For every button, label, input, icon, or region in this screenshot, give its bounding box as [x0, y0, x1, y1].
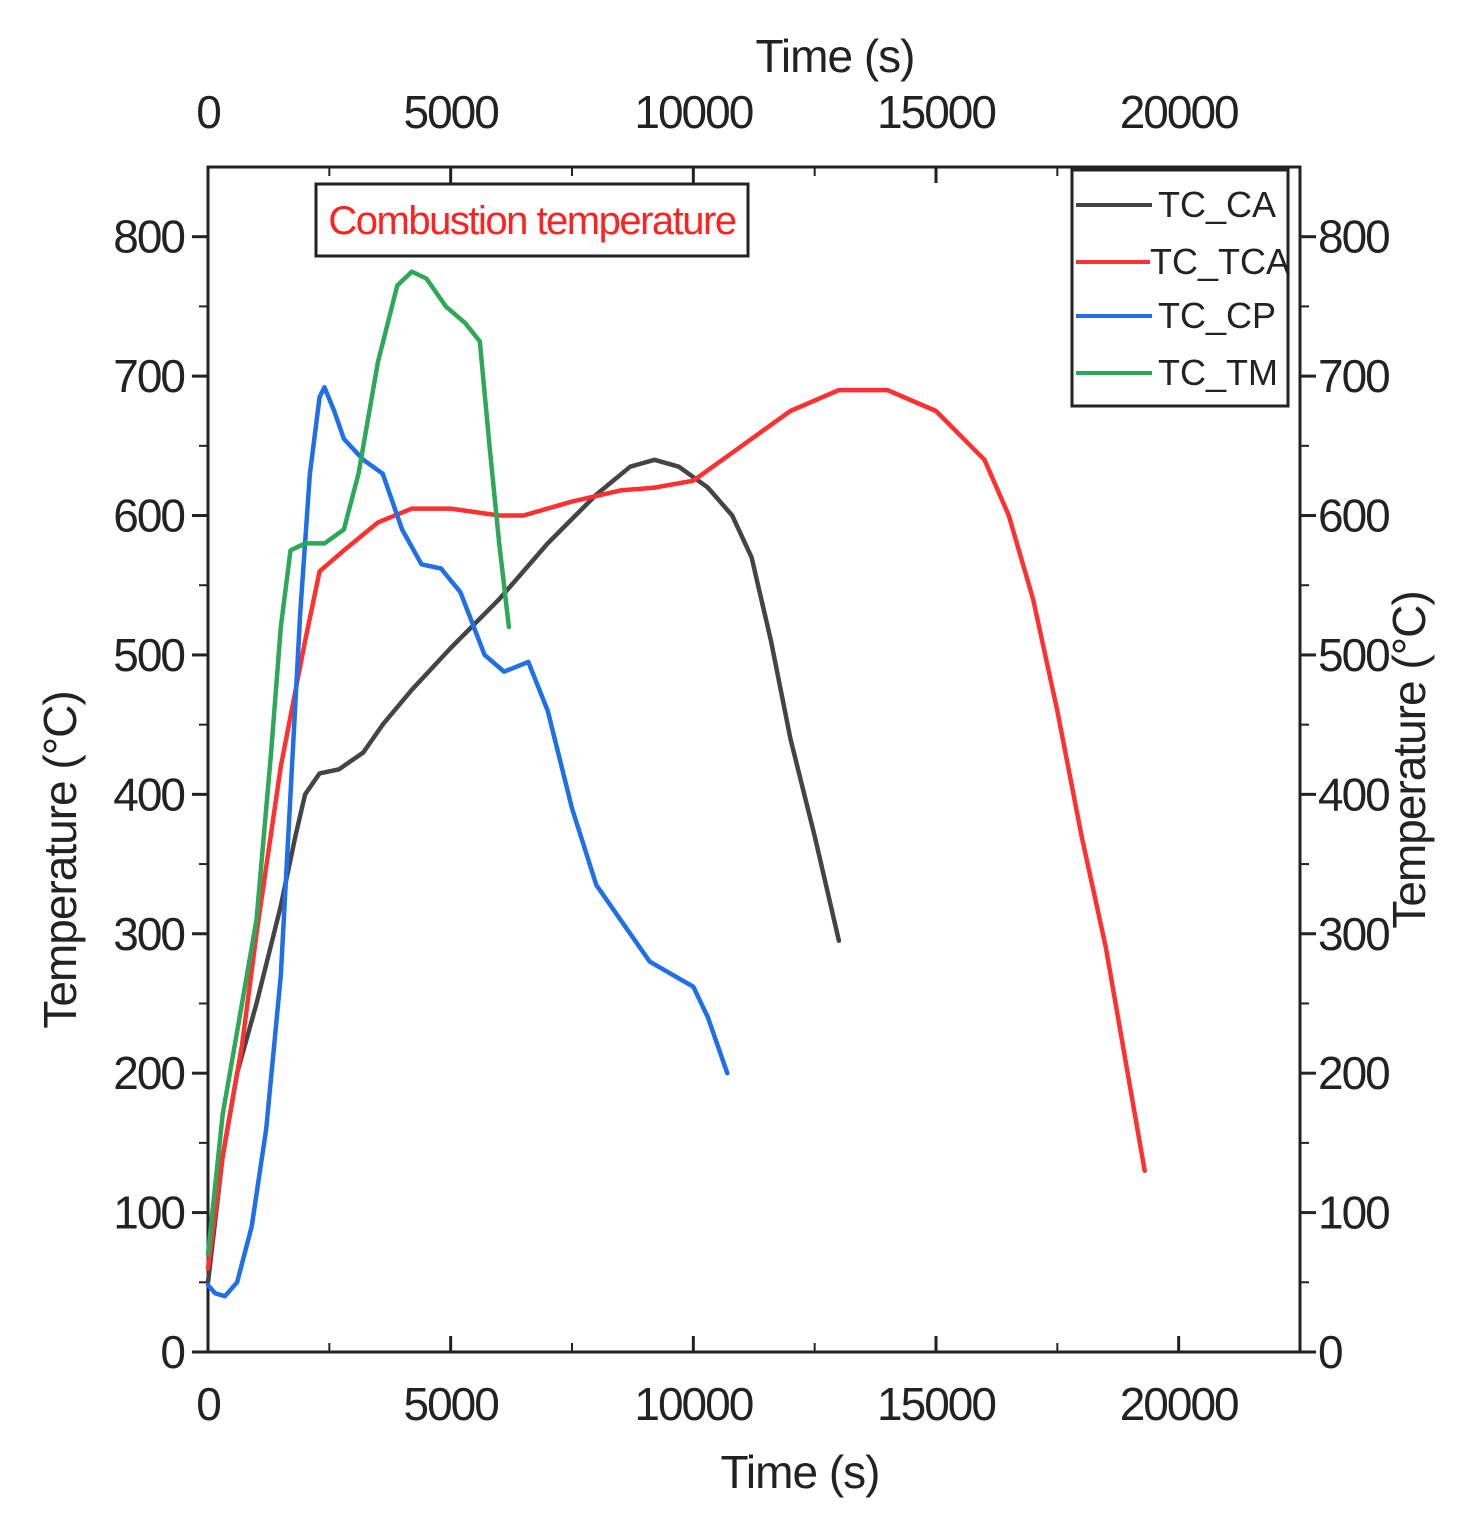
annotation-frame	[314, 182, 750, 258]
ticks-layer: 0050005000100001000015000150002000020000…	[113, 86, 1391, 1430]
y-tick-label-right: 500	[1318, 629, 1389, 681]
y-tick-label-right: 300	[1318, 908, 1389, 960]
annotation-box: Combustion temperature	[314, 182, 750, 258]
y-tick-label-right: 0	[1318, 1326, 1342, 1378]
y-tick-label-left: 500	[113, 629, 184, 681]
series-layer	[205, 269, 1147, 1299]
x-tick-label-top: 5000	[403, 86, 498, 138]
x-tick-label-bottom: 0	[196, 1378, 220, 1430]
y-tick-label-left: 600	[113, 490, 184, 542]
y-tick-label-left: 800	[113, 211, 184, 263]
y-tick-label-left: 700	[113, 350, 184, 402]
series-line-tc-tm	[205, 269, 512, 1257]
x-tick-label-top: 20000	[1120, 86, 1238, 138]
legend-label-tc-cp: TC_CP	[1158, 295, 1276, 336]
y-tick-label-right: 600	[1318, 490, 1389, 542]
legend-label-tc-tm: TC_TM	[1158, 352, 1278, 393]
y-tick-label-left: 200	[113, 1047, 184, 1099]
series-line-tc-cp	[205, 385, 730, 1299]
y-tick-label-right: 400	[1318, 768, 1389, 820]
x-axis-title-top: Time (s)	[756, 30, 915, 82]
legend-label-tc-ca: TC_CA	[1158, 184, 1276, 225]
y-tick-label-right: 700	[1318, 350, 1389, 402]
legend-label-tc-tca: TC_TCA	[1150, 241, 1290, 282]
y-tick-label-left: 0	[160, 1326, 184, 1378]
y-tick-label-right: 200	[1318, 1047, 1389, 1099]
x-tick-label-bottom: 5000	[403, 1378, 498, 1430]
y-tick-label-left: 100	[113, 1187, 184, 1239]
y-tick-label-right: 800	[1318, 211, 1389, 263]
plot-frame	[206, 165, 1302, 1354]
x-axis-title-bottom: Time (s)	[721, 1446, 880, 1498]
x-tick-label-top: 15000	[877, 86, 995, 138]
y-axis-title-left: Temperature (°C)	[34, 691, 86, 1028]
series-line-tc-tca	[205, 387, 1147, 1271]
x-tick-label-bottom: 15000	[877, 1378, 995, 1430]
y-tick-label-right: 100	[1318, 1187, 1389, 1239]
y-axis-title-right: Temperature (°C)	[1383, 591, 1435, 928]
legend: TC_CA TC_TCA TC_CP TC_TM	[1070, 168, 1290, 408]
legend-frame	[1070, 168, 1290, 408]
x-tick-label-top: 10000	[634, 86, 752, 138]
y-tick-label-left: 300	[113, 908, 184, 960]
x-tick-label-top: 0	[196, 86, 220, 138]
annotation-text: Combustion temperature	[328, 199, 735, 243]
x-tick-label-bottom: 10000	[634, 1378, 752, 1430]
y-tick-label-left: 400	[113, 768, 184, 820]
x-tick-label-bottom: 20000	[1120, 1378, 1238, 1430]
